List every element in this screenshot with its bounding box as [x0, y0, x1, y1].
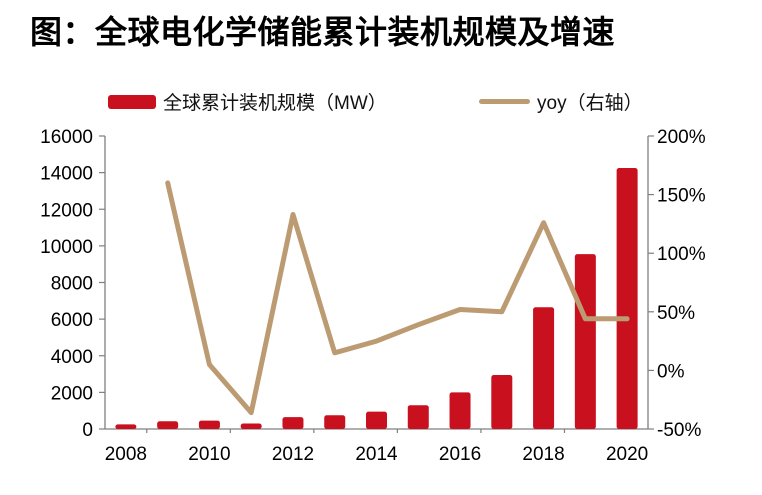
left-axis-tick-label: 6000 [51, 310, 93, 331]
left-axis-tick-label: 14000 [40, 164, 93, 185]
x-axis-tick-label: 2016 [439, 444, 481, 465]
bar-2018 [533, 307, 555, 429]
bar-2019 [574, 254, 596, 429]
x-axis-tick-label: 2014 [355, 444, 398, 465]
left-axis-tick-label: 10000 [40, 237, 93, 258]
right-axis-tick-label: 150% [657, 186, 706, 207]
yoy-line [165, 180, 630, 416]
right-axis-tick-label: 100% [657, 244, 706, 265]
bar-2016 [449, 392, 471, 429]
left-axis-tick-label: 8000 [51, 274, 93, 295]
x-axis-tick-label: 2018 [522, 444, 564, 465]
bar-2011 [240, 423, 262, 429]
bar-2014 [366, 411, 387, 429]
x-axis-tick-label: 2008 [105, 444, 147, 465]
x-axis-tick-label: 2020 [606, 444, 648, 465]
right-axis-tick-label: 50% [657, 303, 695, 324]
bar-2010 [198, 420, 220, 429]
left-axis-tick-label: 0 [82, 420, 93, 441]
bar-2009 [157, 421, 179, 429]
right-axis-tick-label: 200% [657, 127, 706, 148]
right-axis-tick-label: 0% [657, 361, 685, 382]
left-axis-tick-label: 12000 [40, 200, 93, 221]
legend-item-yoy: yoy（右轴） [479, 90, 643, 114]
x-axis-tick-label: 2012 [272, 444, 314, 465]
left-axis-tick-label: 2000 [51, 383, 93, 404]
chart-title: 图：全球电化学储能累计装机规模及增速 [30, 14, 616, 50]
bar-series-swatch [108, 94, 156, 109]
right-axis-tick-label: -50% [657, 420, 701, 441]
left-axis-tick-label: 16000 [40, 127, 93, 148]
bar-2020 [616, 168, 638, 429]
legend-label-installed-capacity: 全球累计装机规模（MW） [163, 93, 387, 114]
bar-2008 [115, 424, 137, 429]
line-series-swatch [479, 99, 530, 104]
bar-2013 [324, 415, 346, 429]
left-axis-tick-label: 4000 [51, 347, 93, 368]
x-axis-tick-label: 2010 [188, 444, 230, 465]
bar-2017 [491, 374, 513, 429]
legend-item-installed-capacity: 全球累计装机规模（MW） [108, 90, 387, 114]
bar-2012 [282, 417, 304, 429]
bar-2015 [407, 405, 429, 429]
legend-label-yoy: yoy（右轴） [537, 93, 643, 114]
